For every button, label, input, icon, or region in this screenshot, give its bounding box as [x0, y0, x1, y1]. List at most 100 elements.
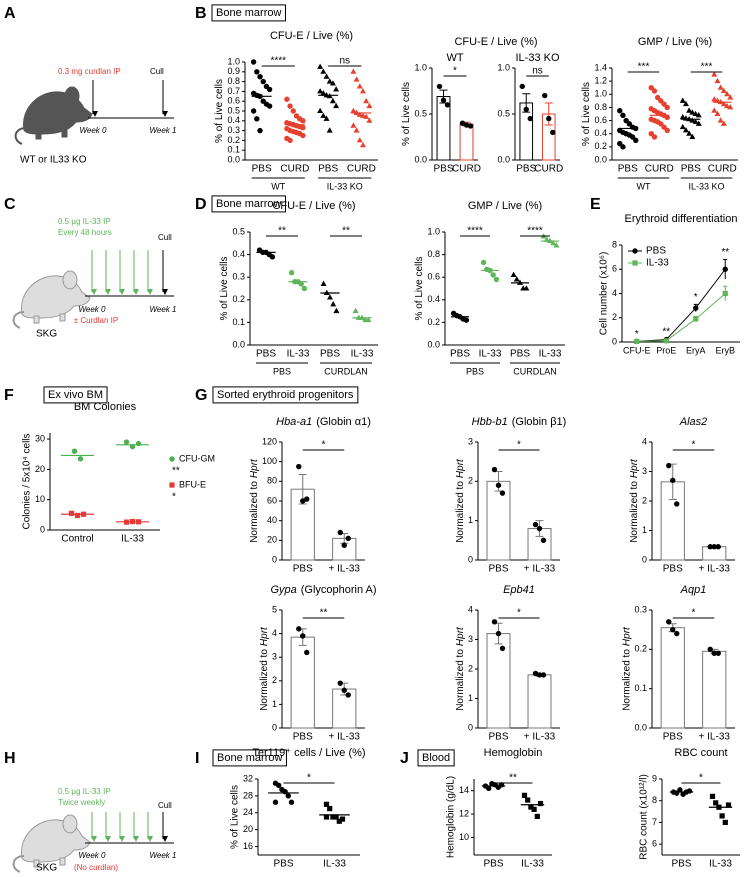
bar: [527, 674, 552, 729]
data-point: [266, 103, 273, 109]
y-tick-label: 1.0: [497, 62, 510, 72]
data-point: [707, 544, 713, 550]
chart-title: Hemoglobin: [484, 747, 543, 759]
x-tick-label: EryB: [715, 345, 735, 355]
data-point: [345, 535, 351, 542]
data-point: [553, 242, 560, 248]
y-tick-label: 3: [468, 634, 473, 644]
bar: [486, 480, 511, 561]
legend-label: PBS: [646, 246, 666, 257]
x-tick-label: IL-33: [539, 349, 562, 360]
data-point: [296, 463, 302, 470]
x-tick-label: IL-33: [287, 349, 310, 360]
x-tick-label: PBS: [293, 564, 313, 575]
data-point: [663, 338, 669, 344]
data-point: [491, 619, 498, 625]
data-point: [727, 94, 734, 100]
data-point: [677, 787, 683, 793]
significance-label: *: [322, 440, 326, 451]
y-tick-label: 0: [272, 722, 277, 732]
chart-title: CFU-E / Live (%): [454, 36, 537, 48]
y-tick-label: 0.0: [232, 339, 245, 349]
data-point: [300, 132, 306, 139]
y-axis-label-gene: Hprt: [455, 626, 466, 646]
chart-title-text: (Globin β1): [512, 416, 567, 428]
data-point: [722, 290, 728, 297]
data-point: [527, 115, 533, 122]
treatment-label: ± Curdlan IP: [74, 316, 118, 325]
data-point: [617, 108, 623, 114]
y-tick-label: 4: [612, 288, 617, 298]
data-point: [298, 281, 304, 287]
data-point: [276, 782, 282, 789]
data-point: [356, 137, 363, 143]
week-label: Week 0: [79, 305, 107, 314]
x-tick-label: CURD: [534, 164, 563, 175]
group-label: IL-33 KO: [688, 181, 724, 191]
significance-label: *: [692, 440, 696, 451]
data-point: [670, 626, 676, 633]
data-point: [540, 672, 547, 678]
x-tick-label: + IL-33: [329, 732, 361, 743]
significance-label: *: [699, 773, 703, 784]
data-point: [709, 793, 716, 799]
data-point: [550, 240, 557, 246]
data-point: [77, 456, 84, 462]
data-point: [323, 92, 330, 98]
data-point: [674, 501, 680, 507]
data-point: [519, 83, 525, 90]
significance-label: ****: [527, 226, 543, 237]
panel-letter: J: [400, 750, 409, 767]
data-point: [333, 102, 340, 109]
y-tick-label: 9: [652, 773, 657, 783]
data-point: [711, 71, 718, 77]
significance-label: **: [320, 608, 328, 619]
section-heading: Bone marrow: [217, 752, 282, 764]
series-line: [636, 293, 726, 342]
y-tick-label: 0.6: [227, 96, 240, 106]
y-tick-label: 0.5: [414, 108, 427, 118]
data-point: [326, 78, 333, 84]
error-bar: [544, 102, 553, 126]
x-tick-label: + IL-33: [524, 564, 556, 575]
data-point: [666, 462, 672, 469]
y-tick-label: 4: [642, 436, 647, 446]
data-point: [719, 813, 725, 819]
data-point: [336, 818, 342, 824]
data-point: [534, 813, 540, 820]
chart-title: Hba-a1 (Globin α1): [276, 416, 371, 428]
data-point: [693, 305, 699, 311]
data-point: [692, 110, 699, 116]
y-axis-label: Normalized to Hprt: [249, 458, 260, 543]
y-tick-label: 20: [243, 824, 253, 834]
mice-label: SKG: [36, 863, 57, 874]
data-point: [337, 680, 343, 686]
y-tick-label: 20: [267, 535, 277, 545]
chart-title: Hbb-b1 (Globin β1): [472, 416, 567, 428]
data-point: [664, 114, 670, 120]
panel-letter: H: [4, 750, 16, 767]
section-heading: Blood: [422, 752, 450, 764]
x-tick-label: IL-33: [323, 859, 346, 870]
heading-box: [211, 4, 286, 22]
significance-label: **: [721, 247, 729, 258]
data-point: [330, 301, 337, 307]
x-tick-label: PBS: [663, 732, 683, 743]
x-tick-label: + IL-33: [524, 732, 556, 743]
data-point: [341, 687, 347, 693]
data-point: [674, 630, 680, 637]
week-label: Week 0: [80, 126, 108, 135]
y-axis-label-text: Normalized to: [629, 481, 640, 543]
x-tick-label: PBS: [681, 164, 701, 175]
y-tick-label: 4: [468, 604, 473, 614]
y-tick-label: 0.4: [594, 128, 607, 138]
x-tick-label: PBS: [618, 164, 638, 175]
data-point: [666, 619, 672, 625]
data-point: [499, 490, 506, 496]
y-tick-label: 0.8: [427, 249, 440, 259]
data-point: [290, 108, 296, 114]
y-axis-label-gene: Hprt: [629, 458, 640, 478]
data-point: [693, 316, 699, 322]
y-tick-label: 1: [272, 699, 277, 709]
x-tick-label: PBS: [252, 164, 272, 175]
